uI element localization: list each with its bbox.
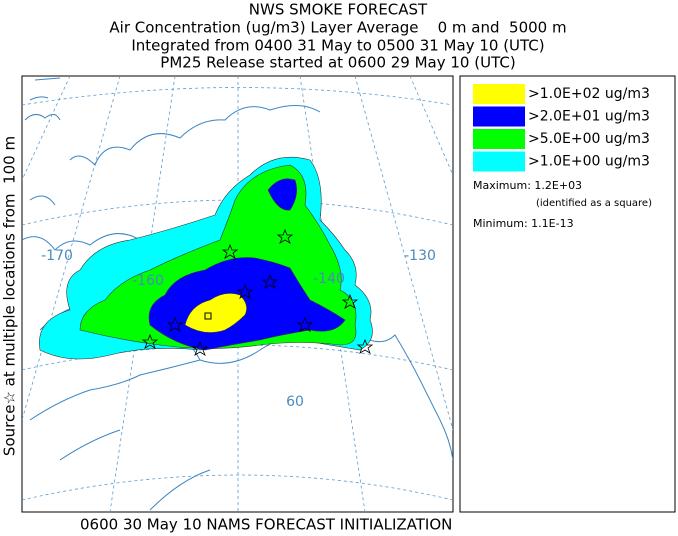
plume-blue (267, 178, 297, 211)
legend-label: >2.0E+01 ug/m3 (528, 109, 650, 125)
subtitle: Integrated from 0400 31 May to 0500 31 M… (131, 37, 544, 55)
legend-swatch (473, 151, 525, 172)
map-panel: -170 -160 -140 -130 60 (21, 75, 454, 513)
legend-label: >5.0E+00 ug/m3 (528, 131, 650, 147)
maximum-square (204, 312, 212, 320)
latitude-label: 60 (286, 394, 304, 410)
legend: Maximum: 1.2E+03 (identified as a square… (459, 75, 676, 513)
legend-label: >1.0E+02 ug/m3 (528, 86, 650, 102)
fire-sources (141, 228, 374, 356)
legend-swatch (473, 84, 525, 104)
longitude-label: -130 (404, 248, 436, 264)
smoke-plume (39, 156, 373, 360)
title: NWS SMOKE FORECAST (249, 1, 428, 19)
footer: 0600 30 May 10 NAMS FORECAST INITIALIZAT… (80, 516, 452, 534)
longitude-label: -140 (313, 271, 345, 287)
maximum-note: (identified as a square) (536, 198, 652, 209)
minimum: Minimum: 1.1E-13 (473, 217, 574, 230)
legend-swatch (473, 129, 525, 149)
longitude-label: -170 (41, 248, 73, 264)
legend-label: >1.0E+00 ug/m3 (528, 154, 650, 170)
maximum: Maximum: 1.2E+03 (473, 179, 582, 192)
subtitle: PM25 Release started at 0600 29 May 10 (… (160, 54, 515, 72)
coastline (22, 77, 453, 511)
side-label: Source☆ at multiple locations from 100 m (1, 136, 19, 456)
legend-swatch (473, 106, 525, 127)
subtitle: Air Concentration (ug/m3) Layer Average … (109, 19, 566, 37)
longitude-label: -160 (132, 273, 164, 289)
plume-yellow (184, 293, 247, 333)
